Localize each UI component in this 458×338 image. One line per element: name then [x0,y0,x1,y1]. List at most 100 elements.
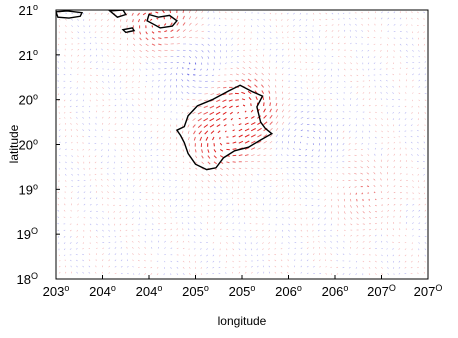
vector-arrow [399,153,401,156]
vector-arrow [181,186,184,189]
vector-arrow [280,253,283,256]
vector-arrow [220,192,222,195]
vector-arrow [311,74,314,77]
vector-arrow [158,56,162,58]
vector-arrow [387,204,390,206]
vector-arrow [243,31,246,34]
vector-arrow [268,271,271,274]
vector-arrow [102,74,104,77]
vector-arrow [385,74,388,76]
vector-arrow [318,240,320,243]
vector-arrow [229,105,233,109]
vector-arrow [216,124,221,128]
vector-arrow [197,117,202,122]
vector-arrow [102,81,104,83]
vector-arrow [95,265,97,268]
vector-arrow [250,109,254,113]
vector-arrow [207,210,209,212]
vector-arrow [418,79,421,82]
y-axis-title: latitude [7,124,21,163]
vector-arrow [200,210,202,212]
vector-arrow [423,37,426,40]
vector-arrow [88,129,91,132]
vector-arrow [108,81,110,83]
vector-arrow [311,191,314,194]
vector-arrow [337,30,340,32]
vector-arrow [393,203,396,206]
vector-arrow [151,80,154,82]
vector-arrow [106,31,109,33]
vector-arrow [139,185,142,187]
vector-arrow [417,260,419,263]
vector-arrow [156,160,159,163]
vector-arrow [237,203,240,206]
vector-arrow [404,136,407,138]
vector-arrow [361,17,363,20]
vector-arrow [324,253,326,255]
vector-arrow [293,148,295,150]
vector-arrow [300,117,304,119]
vector-arrow [287,178,289,181]
vector-arrow [131,235,134,237]
vector-arrow [95,197,98,200]
vector-arrow [336,161,339,163]
vector-arrow [119,62,122,64]
vector-arrow [330,223,333,226]
vector-arrow [77,197,79,200]
vector-arrow [100,12,103,15]
vector-arrow [207,192,210,195]
vector-arrow [157,166,159,169]
vector-arrow [170,222,173,225]
vector-arrow [65,43,67,46]
y-tick-label: 18O [17,271,38,287]
vector-arrow [164,23,167,26]
vector-arrow [348,124,351,127]
vector-arrow [213,149,217,153]
vector-arrow [404,105,407,108]
vector-arrow [399,209,402,212]
vector-arrow [381,147,383,150]
vector-arrow [300,265,302,268]
vector-arrow [387,23,390,26]
vector-arrow [126,149,129,151]
vector-arrow [120,12,122,16]
vector-arrow [398,248,401,250]
vector-arrow [181,118,184,121]
vector-arrow [374,198,377,201]
vector-arrow [237,37,240,40]
vector-arrow [424,222,427,225]
vector-arrow [317,217,320,220]
vector-arrow [138,81,140,83]
vector-arrow [362,247,365,249]
vector-arrow [232,124,234,126]
vector-arrow [207,155,211,159]
vector-arrow [410,260,413,263]
vector-arrow [76,81,78,83]
vector-arrow [423,147,426,150]
vector-arrow [288,54,290,57]
vector-arrow [356,240,359,243]
vector-arrow [151,211,154,213]
vector-arrow [195,186,197,189]
vector-arrow [126,104,128,107]
vector-arrow [405,147,407,150]
vector-arrow [170,217,173,219]
vector-arrow [232,135,236,138]
vector-arrow [107,48,109,51]
vector-arrow [263,147,267,150]
vector-arrow [229,111,233,115]
vector-arrow [222,93,227,96]
vector-arrow [423,154,425,156]
vector-arrow [157,185,160,187]
vector-arrow [269,102,271,107]
vector-arrow [356,253,358,256]
vector-arrow [293,42,295,45]
vector-arrow [175,160,177,163]
vector-arrow [336,136,339,140]
vector-arrow [398,254,401,257]
vector-arrow [361,36,363,39]
vector-arrow [82,149,84,151]
vector-arrow [77,48,80,51]
vector-arrow [317,185,320,187]
